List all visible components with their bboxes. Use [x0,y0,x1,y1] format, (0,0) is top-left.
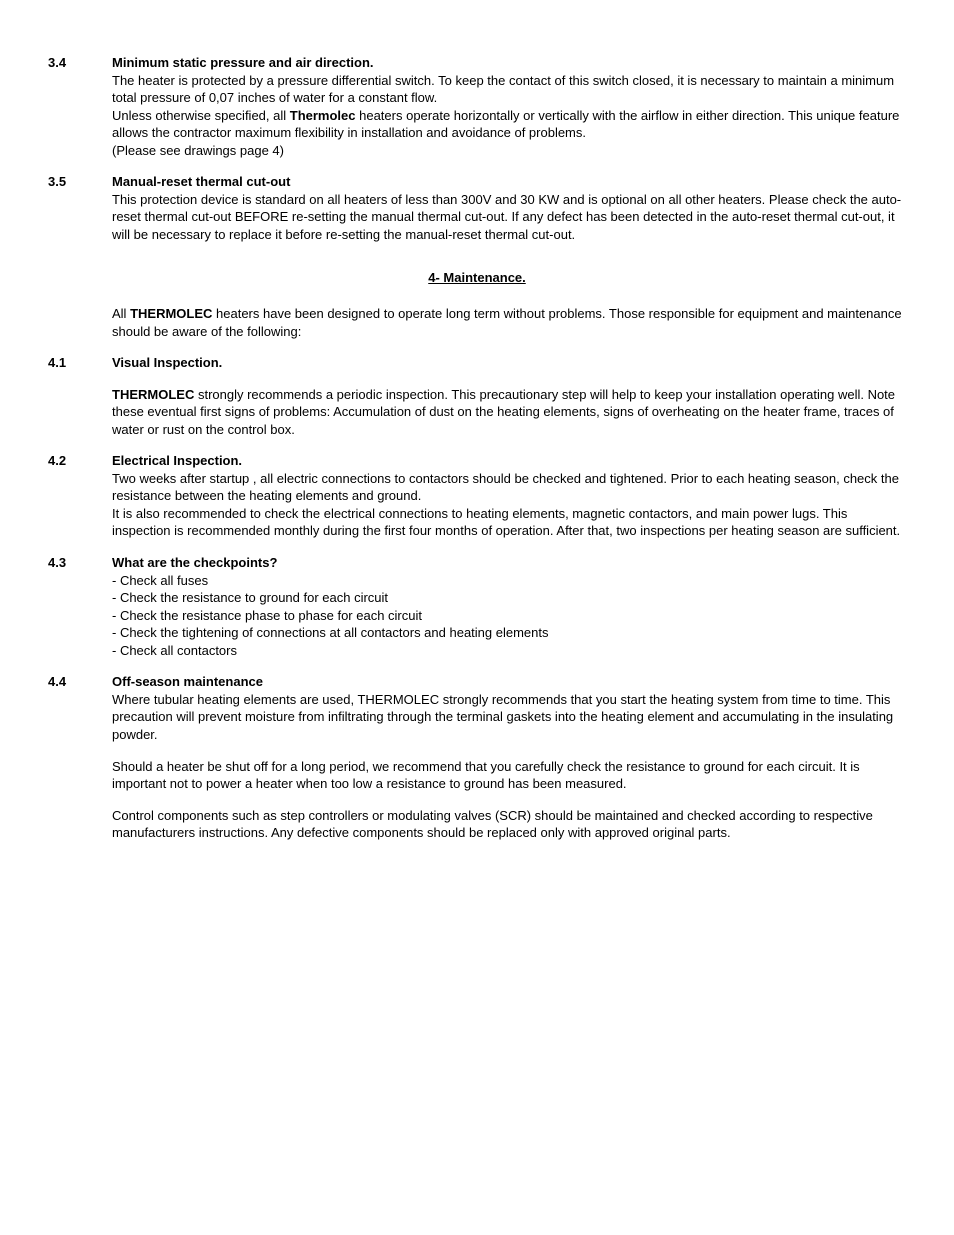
brand-name: THERMOLEC [130,306,212,321]
brand-name: Thermolec [290,108,356,123]
section-4-1: 4.1 Visual Inspection. THERMOLEC strongl… [48,354,906,438]
paragraph: (Please see drawings page 4) [112,142,906,160]
text: All [112,306,130,321]
paragraph: The heater is protected by a pressure di… [112,72,906,107]
paragraph: Where tubular heating elements are used,… [112,691,906,744]
section-title: Manual-reset thermal cut-out [112,173,906,191]
paragraph: This protection device is standard on al… [112,191,906,244]
list-item: - Check all fuses [112,572,906,590]
section-4-3: 4.3 What are the checkpoints? - Check al… [48,554,906,659]
section-number: 4.3 [48,554,112,659]
paragraph: THERMOLEC strongly recommends a periodic… [112,386,906,439]
section-body: Off-season maintenance Where tubular hea… [112,673,906,855]
section-number: 4.2 [48,452,112,540]
intro-paragraph: All THERMOLEC heaters have been designed… [112,305,906,340]
text: strongly recommends a periodic inspectio… [112,387,895,437]
paragraph: Should a heater be shut off for a long p… [112,758,906,793]
text: Unless otherwise specified, all [112,108,290,123]
section-title: Visual Inspection. [112,354,906,372]
section-body: Visual Inspection. THERMOLEC strongly re… [112,354,906,438]
section-body: Manual-reset thermal cut-out This protec… [112,173,906,243]
section-body: Minimum static pressure and air directio… [112,54,906,159]
paragraph: It is also recommended to check the elec… [112,505,906,540]
section-number: 4.1 [48,354,112,438]
section-title: Electrical Inspection. [112,452,906,470]
paragraph: Two weeks after startup , all electric c… [112,470,906,505]
list-item: - Check the resistance to ground for eac… [112,589,906,607]
text: heaters have been designed to operate lo… [112,306,902,339]
section-body: Electrical Inspection. Two weeks after s… [112,452,906,540]
list-item: - Check the resistance phase to phase fo… [112,607,906,625]
list-item: - Check all contactors [112,642,906,660]
section-number: 3.5 [48,173,112,243]
paragraph: Control components such as step controll… [112,807,906,842]
section-4-4: 4.4 Off-season maintenance Where tubular… [48,673,906,855]
section-number: 3.4 [48,54,112,159]
section-number: 4.4 [48,673,112,855]
section-3-4: 3.4 Minimum static pressure and air dire… [48,54,906,159]
paragraph: Unless otherwise specified, all Thermole… [112,107,906,142]
section-title: Minimum static pressure and air directio… [112,54,906,72]
section-4-2: 4.2 Electrical Inspection. Two weeks aft… [48,452,906,540]
section-3-5: 3.5 Manual-reset thermal cut-out This pr… [48,173,906,243]
section-body: What are the checkpoints? - Check all fu… [112,554,906,659]
chapter-heading: 4- Maintenance. [48,269,906,287]
section-title: Off-season maintenance [112,673,906,691]
section-title: What are the checkpoints? [112,554,906,572]
brand-name: THERMOLEC [112,387,194,402]
list-item: - Check the tightening of connections at… [112,624,906,642]
